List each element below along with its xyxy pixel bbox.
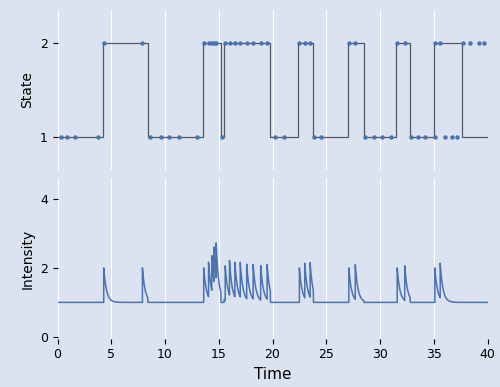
X-axis label: Time: Time xyxy=(254,367,291,382)
Y-axis label: Intensity: Intensity xyxy=(20,228,34,289)
Y-axis label: State: State xyxy=(20,72,34,108)
